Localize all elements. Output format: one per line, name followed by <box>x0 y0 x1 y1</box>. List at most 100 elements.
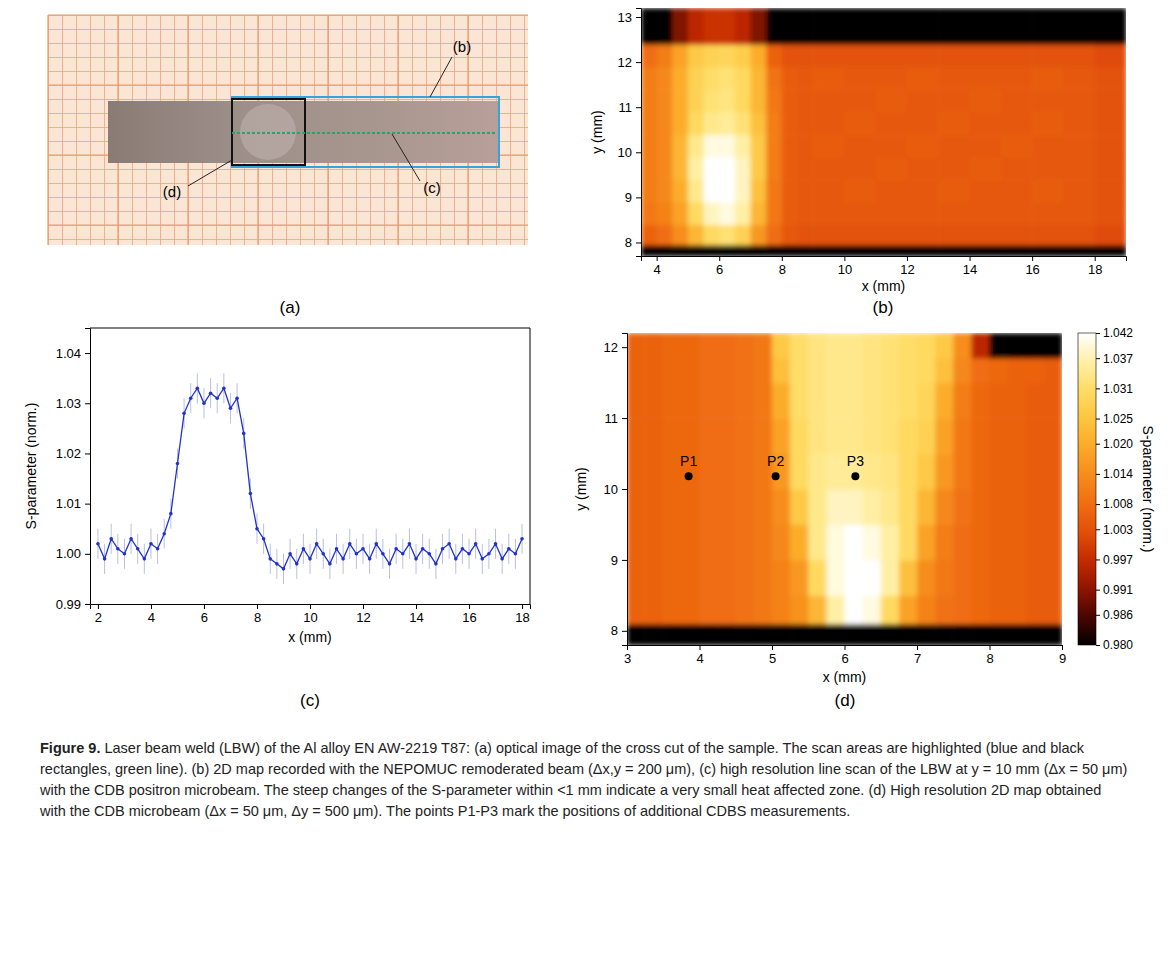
graph-paper <box>48 15 528 245</box>
heatmap-cell <box>808 358 827 383</box>
heatmap-cell <box>641 134 657 157</box>
tick-label: 1.031 <box>1103 382 1133 396</box>
caption-label: Figure 9. <box>40 740 100 756</box>
data-point <box>229 406 233 410</box>
tick-mark <box>1032 256 1033 261</box>
data-point <box>156 547 160 551</box>
heatmap-cell <box>772 358 791 383</box>
tick-mark <box>85 504 90 505</box>
data-point <box>447 542 451 546</box>
tick-label: 4 <box>696 651 703 666</box>
heatmap-cell <box>766 44 782 67</box>
heatmap-cell <box>881 333 900 358</box>
tick-label: 1.04 <box>56 346 81 361</box>
heatmap-cell <box>782 202 798 225</box>
tick-label: 9 <box>625 190 632 205</box>
heatmap-cell <box>797 44 813 67</box>
heatmap-cell <box>1008 524 1027 560</box>
heatmap-cell <box>700 418 719 454</box>
heatmap-cell <box>736 489 755 525</box>
heatmap-cell <box>917 489 936 525</box>
heatmap-cell <box>1063 245 1095 256</box>
heatmap-cell <box>797 202 813 225</box>
heatmap-cell <box>751 67 767 90</box>
data-point <box>123 552 127 556</box>
colorbar-title: S-parameter (norm.) <box>1140 426 1156 553</box>
data-point <box>162 532 166 536</box>
tick-label: 0.99 <box>56 597 81 612</box>
heatmap-cell <box>657 67 673 90</box>
data-point <box>129 537 133 541</box>
heatmap-cell <box>719 157 735 180</box>
tick-mark <box>917 645 918 650</box>
heatmap-cell <box>700 560 719 596</box>
heatmap-cell <box>1001 245 1033 256</box>
heatmap-cell <box>938 67 970 90</box>
heatmap-cell <box>1044 333 1062 358</box>
tick-label: 4 <box>654 262 661 277</box>
heatmap-cell <box>826 418 845 454</box>
heatmap-cell <box>1001 157 1033 180</box>
heatmap-cell <box>1044 418 1062 454</box>
heatmap-cell <box>917 333 936 358</box>
figure: (b)(c)(d)46810121416188910111213x (mm)y … <box>0 0 1171 735</box>
heatmap-cell <box>641 224 657 245</box>
heatmap-cell <box>704 202 720 225</box>
tick-label: 13 <box>618 10 632 25</box>
tick: 10 <box>303 604 317 625</box>
data-point <box>288 552 292 556</box>
heatmap-cell <box>845 560 864 596</box>
heatmap-cell <box>917 358 936 383</box>
heatmap-cell <box>907 224 939 245</box>
heatmap-cell <box>1063 134 1095 157</box>
tick: 12 <box>900 256 914 277</box>
data-point <box>268 557 272 561</box>
data-point <box>374 542 378 546</box>
heatmap-cell <box>735 89 751 112</box>
heatmap-cell <box>935 560 954 596</box>
heatmap-cell <box>718 624 737 645</box>
y-axis-line <box>622 334 628 646</box>
heatmap-cell <box>1001 179 1033 202</box>
heatmap-cell <box>899 418 918 454</box>
heatmap-cell <box>657 202 673 225</box>
heatmap-cell <box>663 489 682 525</box>
tick: 8 <box>611 623 627 638</box>
y-axis-title: S-parameter (norm.) <box>23 403 39 530</box>
heatmap-cell <box>863 489 882 525</box>
tick: 1.014 <box>1096 467 1133 481</box>
heatmap-cell <box>917 560 936 596</box>
heatmap-cell <box>953 383 972 419</box>
heatmap-cell <box>736 333 755 358</box>
heatmap-cell <box>704 44 720 67</box>
y-axis: 0.991.001.011.021.031.04 <box>56 329 91 612</box>
heatmap-cell <box>766 245 782 256</box>
heatmap-cell <box>863 418 882 454</box>
tick-mark <box>1095 256 1096 261</box>
heatmap-cell <box>663 383 682 419</box>
tick: 9 <box>611 553 627 568</box>
heatmap-cell <box>1008 383 1027 419</box>
heatmap-cell <box>935 595 954 624</box>
tick: 10 <box>604 482 627 497</box>
heatmap-cell <box>772 418 791 454</box>
heatmap-cell <box>782 224 798 245</box>
tick: 18 <box>515 604 529 625</box>
heatmap-cell <box>938 202 970 225</box>
tick-label: 1.01 <box>56 496 81 511</box>
tick-mark <box>416 604 417 609</box>
heatmap-cell <box>1095 89 1126 112</box>
measurement-point <box>685 472 693 480</box>
heatmap-cell <box>1026 560 1045 596</box>
frame-right <box>530 328 531 604</box>
tick-mark <box>257 604 258 609</box>
heatmap-cell <box>935 333 954 358</box>
heatmap-cell <box>953 489 972 525</box>
heatmap-cell <box>899 358 918 383</box>
data-point <box>480 557 484 561</box>
heatmap-cell <box>876 179 908 202</box>
heatmap-cell <box>813 202 845 225</box>
heatmap-cell <box>881 560 900 596</box>
tick-mark <box>1096 358 1100 359</box>
heatmap-cell <box>719 224 735 245</box>
